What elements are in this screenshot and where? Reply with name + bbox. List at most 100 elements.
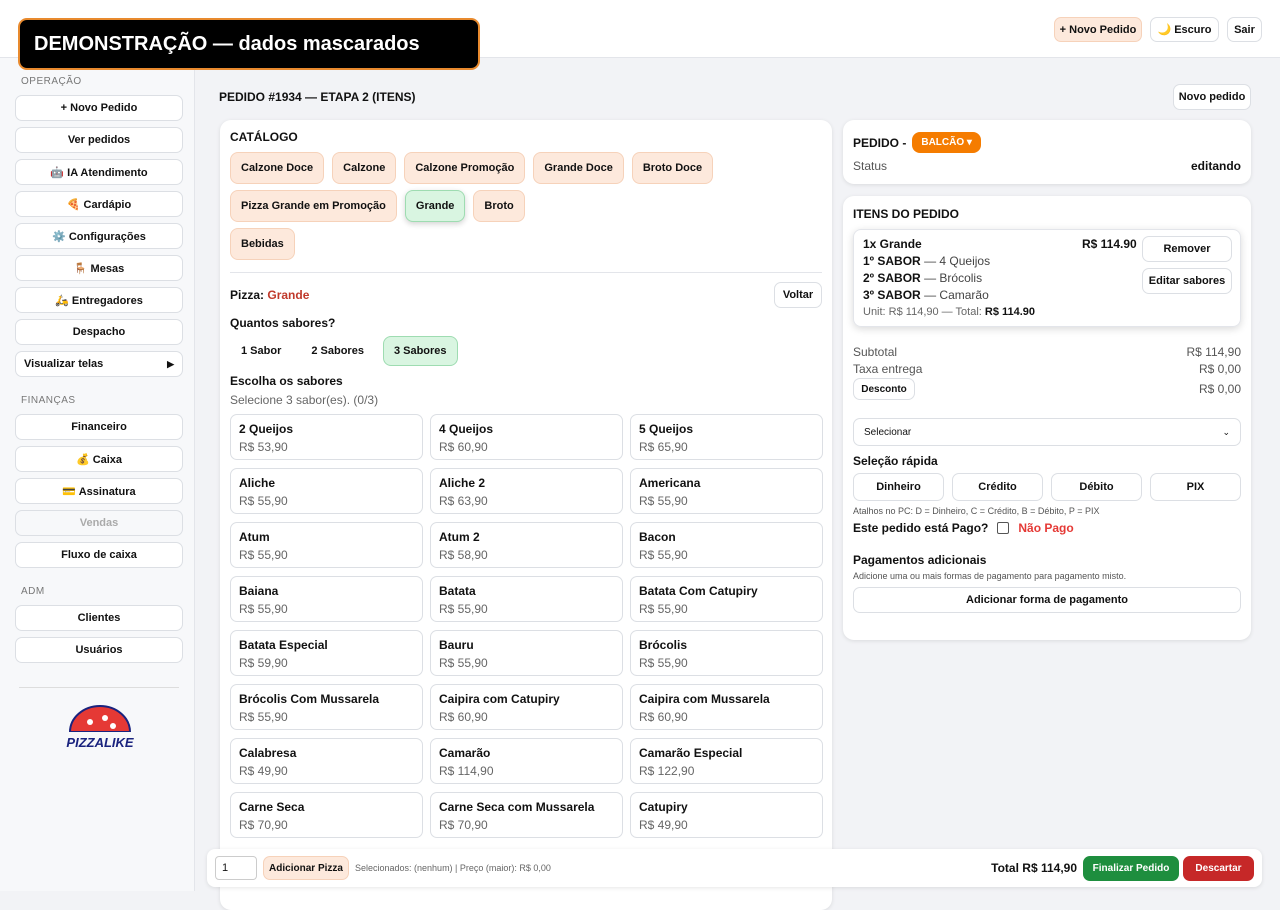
quantity-input[interactable]: 1: [215, 856, 257, 880]
flavor-card[interactable]: Camarão Especial R$ 122,90: [630, 738, 823, 784]
flavor-price: R$ 60,90: [439, 710, 488, 724]
back-button[interactable]: Voltar: [774, 282, 822, 308]
flavor-name: Bacon: [639, 530, 676, 544]
theme-button[interactable]: 🌙 Escuro: [1150, 17, 1219, 42]
items-title: ITENS DO PEDIDO: [853, 207, 960, 221]
nav-button[interactable]: + Novo Pedido: [15, 95, 183, 121]
discount-button[interactable]: Desconto: [853, 378, 915, 400]
logo-text: PIZZALIKE: [66, 735, 134, 750]
flavor-card[interactable]: Atum R$ 55,90: [230, 522, 423, 568]
quick-pay-button[interactable]: Dinheiro: [853, 473, 944, 501]
nav-button[interactable]: 💰 Caixa: [15, 446, 183, 472]
nav-button[interactable]: Clientes: [15, 605, 183, 631]
flavor-count-button[interactable]: 3 Sabores: [382, 336, 458, 366]
flavor-card[interactable]: Caipira com Catupiry R$ 60,90: [430, 684, 623, 730]
pizza-name: Grande: [267, 288, 310, 302]
flavor-card[interactable]: Aliche R$ 55,90: [230, 468, 423, 514]
nav-button[interactable]: Visualizar telas: [15, 351, 183, 377]
nav-button[interactable]: Usuários: [15, 637, 183, 663]
flavor-count-button[interactable]: 1 Sabor: [241, 345, 282, 357]
flavor-card[interactable]: Bacon R$ 55,90: [630, 522, 823, 568]
flavor-price: R$ 60,90: [639, 710, 688, 724]
flavor-price: R$ 55,90: [639, 548, 688, 562]
flavor-price: R$ 55,90: [439, 602, 488, 616]
flavor-name: Batata Com Catupiry: [639, 584, 758, 598]
category-chip[interactable]: Broto Doce: [631, 152, 714, 184]
flavor-line: 2º SABOR — Brócolis: [863, 271, 1231, 285]
flavor-card[interactable]: Batata Especial R$ 59,90: [230, 630, 423, 676]
category-chip[interactable]: Grande Doce: [533, 152, 624, 184]
total-value: R$ 114,90: [1022, 861, 1077, 875]
flavor-price: R$ 70,90: [239, 818, 288, 832]
flavor-card[interactable]: 2 Queijos R$ 53,90: [230, 414, 423, 460]
flavor-line: 1º SABOR — 4 Queijos: [863, 254, 1231, 268]
category-row: Bebidas: [230, 228, 822, 266]
category-chip[interactable]: Calzone: [332, 152, 397, 184]
nav-button[interactable]: Fluxo de caixa: [15, 542, 183, 568]
payment-select[interactable]: Selecionar ⌄: [853, 418, 1241, 446]
footer-bar: 1 Adicionar Pizza Selecionados: (nenhum)…: [207, 849, 1262, 887]
flavor-line-text: — Brócolis: [924, 271, 983, 285]
flavor-card[interactable]: Brócolis Com Mussarela R$ 55,90: [230, 684, 423, 730]
quick-pay-button[interactable]: PIX: [1150, 473, 1241, 501]
nav-button[interactable]: ⚙️ Configurações: [15, 223, 183, 249]
add-pizza-button[interactable]: Adicionar Pizza: [263, 856, 349, 880]
item-price: R$ 114.90: [1082, 237, 1137, 251]
new-order-button[interactable]: Novo pedido: [1173, 84, 1251, 110]
nav-button[interactable]: 💳 Assinatura: [15, 478, 183, 504]
new-order-button[interactable]: + Novo Pedido: [1054, 17, 1142, 42]
flavor-count-button[interactable]: 2 Sabores: [311, 345, 364, 357]
flavor-card[interactable]: Baiana R$ 55,90: [230, 576, 423, 622]
category-chip[interactable]: Calzone Doce: [230, 152, 325, 184]
nav-button[interactable]: 🛵 Entregadores: [15, 287, 183, 313]
category-chip[interactable]: Calzone Promoção: [404, 152, 526, 184]
flavor-card[interactable]: Catupiry R$ 49,90: [630, 792, 823, 838]
subtotal-label: Subtotal: [853, 345, 898, 359]
flavor-card[interactable]: Americana R$ 55,90: [630, 468, 823, 514]
unit-text: Unit: R$ 114,90 — Total:: [863, 306, 982, 318]
category-chip[interactable]: Broto: [473, 190, 525, 222]
nav-button[interactable]: 🪑 Mesas: [15, 255, 183, 281]
flavor-card[interactable]: Bauru R$ 55,90: [430, 630, 623, 676]
nav-button: Vendas: [15, 510, 183, 536]
nav-button[interactable]: 🍕 Cardápio: [15, 191, 183, 217]
logout-button[interactable]: Sair: [1227, 17, 1262, 42]
discount-value: R$ 0,00: [1198, 382, 1241, 396]
flavor-price: R$ 122,90: [639, 764, 695, 778]
flavor-line-text: — Camarão: [924, 288, 989, 302]
flavor-card[interactable]: Caipira com Mussarela R$ 60,90: [630, 684, 823, 730]
paid-checkbox[interactable]: [997, 522, 1010, 534]
finish-button[interactable]: Finalizar Pedido: [1083, 855, 1179, 881]
quick-pay-button[interactable]: Crédito: [952, 473, 1043, 501]
flavor-card[interactable]: Batata Com Catupiry R$ 55,90: [630, 576, 823, 622]
flavor-card[interactable]: Aliche 2 R$ 63,90: [430, 468, 623, 514]
flavor-card[interactable]: Batata R$ 55,90: [430, 576, 623, 622]
flavor-count-list: 1 Sabor 2 Sabores 3 Sabores: [230, 336, 822, 366]
channel-badge[interactable]: BALCÃO ▾: [912, 132, 981, 153]
flavor-name: Carne Seca: [239, 800, 305, 814]
nav-button[interactable]: Financeiro: [15, 414, 183, 440]
flavor-price: R$ 55,90: [239, 494, 288, 508]
flavor-card[interactable]: Atum 2 R$ 58,90: [430, 522, 623, 568]
nav-button[interactable]: Despacho: [15, 319, 183, 345]
remove-button[interactable]: Remover: [1142, 236, 1232, 262]
category-chip[interactable]: Bebidas: [230, 228, 295, 260]
flavor-card[interactable]: Camarão R$ 114,90: [430, 738, 623, 784]
nav-button[interactable]: 🤖 IA Atendimento: [15, 159, 183, 185]
flavor-card[interactable]: 4 Queijos R$ 60,90: [430, 414, 623, 460]
category-chip[interactable]: Pizza Grande em Promoção: [230, 190, 397, 222]
flavor-card[interactable]: Calabresa R$ 49,90: [230, 738, 423, 784]
section-title: OPERAÇÃO: [21, 76, 82, 87]
flavor-card[interactable]: Carne Seca com Mussarela R$ 70,90: [430, 792, 623, 838]
quick-pay-button[interactable]: Débito: [1051, 473, 1142, 501]
flavor-card[interactable]: 5 Queijos R$ 65,90: [630, 414, 823, 460]
flavor-name: Calabresa: [239, 746, 297, 760]
add-payment-button[interactable]: Adicionar forma de pagamento: [853, 587, 1241, 613]
discard-button[interactable]: Descartar: [1183, 855, 1254, 881]
flavor-name: Atum: [239, 530, 270, 544]
nav-button[interactable]: Ver pedidos: [15, 127, 183, 153]
flavor-card[interactable]: Carne Seca R$ 70,90: [230, 792, 423, 838]
category-chip[interactable]: Grande: [404, 190, 466, 222]
edit-flavors-button[interactable]: Editar sabores: [1142, 268, 1232, 294]
flavor-card[interactable]: Brócolis R$ 55,90: [630, 630, 823, 676]
